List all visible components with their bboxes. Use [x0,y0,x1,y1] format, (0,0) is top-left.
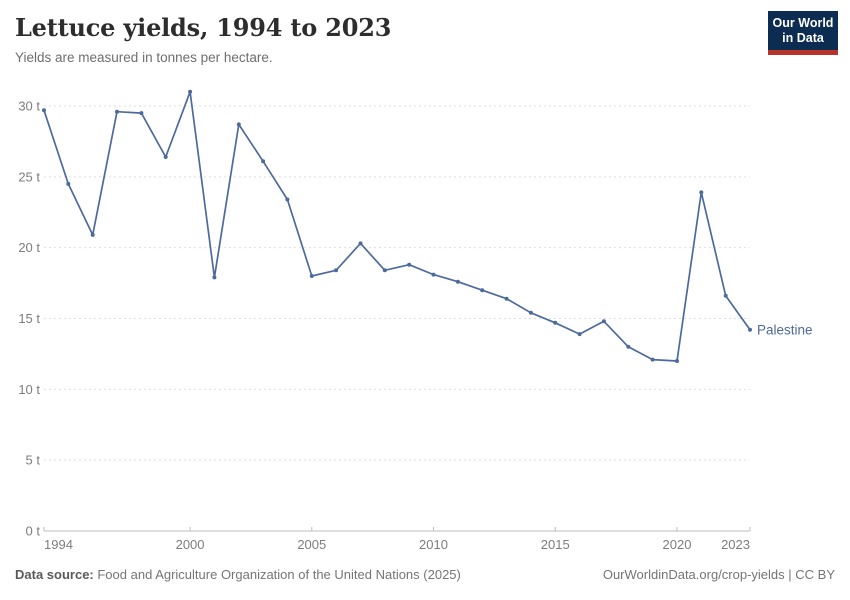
y-axis-tick-label: 20 t [18,240,40,255]
x-axis-tick-label: 2000 [176,537,205,552]
data-point[interactable] [334,268,339,273]
chart-subtitle: Yields are measured in tonnes per hectar… [15,49,273,65]
y-axis-tick-label: 5 t [26,453,41,468]
data-point[interactable] [139,111,144,116]
data-point[interactable] [455,279,460,284]
y-axis-tick-label: 15 t [18,311,40,326]
data-point[interactable] [66,181,71,186]
owid-logo-line1: Our World [772,16,834,30]
x-axis-tick-label: 2005 [297,537,326,552]
data-point[interactable] [309,274,314,278]
data-point[interactable] [188,89,193,94]
data-point[interactable] [675,359,679,363]
chart-title: Lettuce yields, 1994 to 2023 [15,13,392,42]
data-point[interactable] [358,241,363,246]
data-point[interactable] [261,159,266,164]
data-point[interactable] [212,275,217,280]
data-point[interactable] [553,320,558,325]
data-point[interactable] [163,155,168,159]
data-point[interactable] [382,268,387,273]
chart-footer: Data source: Food and Agriculture Organi… [15,567,835,582]
y-axis-tick-label: 25 t [18,169,40,184]
data-point[interactable] [723,293,728,298]
data-source-text: Food and Agriculture Organization of the… [93,567,461,582]
data-source-note: Data source: Food and Agriculture Organi… [15,567,461,582]
x-axis-tick-label: 1994 [44,537,73,552]
data-source-label: Data source: [15,567,94,582]
x-axis-tick-label: 2015 [541,537,570,552]
data-point[interactable] [601,319,606,324]
y-axis-tick-label: 0 t [26,524,41,539]
data-point[interactable] [699,190,704,195]
chart-header: Lettuce yields, 1994 to 2023 Yields are … [15,13,750,65]
data-point[interactable] [504,296,509,301]
x-axis-tick-label: 2023 [721,537,750,552]
y-axis-tick-label: 30 t [18,99,40,114]
data-point[interactable] [650,357,655,362]
series-line-palestine[interactable] [43,90,751,362]
data-point[interactable] [577,332,582,337]
owid-logo: Our World in Data [768,11,838,55]
x-axis-tick-label: 2020 [663,537,692,552]
data-point[interactable] [285,197,290,202]
data-point[interactable] [407,262,412,267]
data-point[interactable] [42,108,46,113]
data-point[interactable] [480,288,485,293]
series-entity-label: Palestine [757,322,813,337]
data-point[interactable] [748,327,752,332]
y-axis-tick-label: 10 t [18,382,40,397]
data-point[interactable] [431,272,436,277]
owid-logo-box: Our World in Data [768,11,838,50]
data-point[interactable] [115,109,119,114]
data-point[interactable] [236,122,241,127]
x-axis-tick-label: 2010 [419,537,448,552]
owid-logo-line2: in Data [782,31,824,45]
data-point[interactable] [528,310,533,315]
data-point[interactable] [626,344,631,349]
owid-logo-accent-bar [768,50,838,55]
credit-link[interactable]: OurWorldinData.org/crop-yields | CC BY [602,567,835,582]
data-point[interactable] [90,232,95,237]
